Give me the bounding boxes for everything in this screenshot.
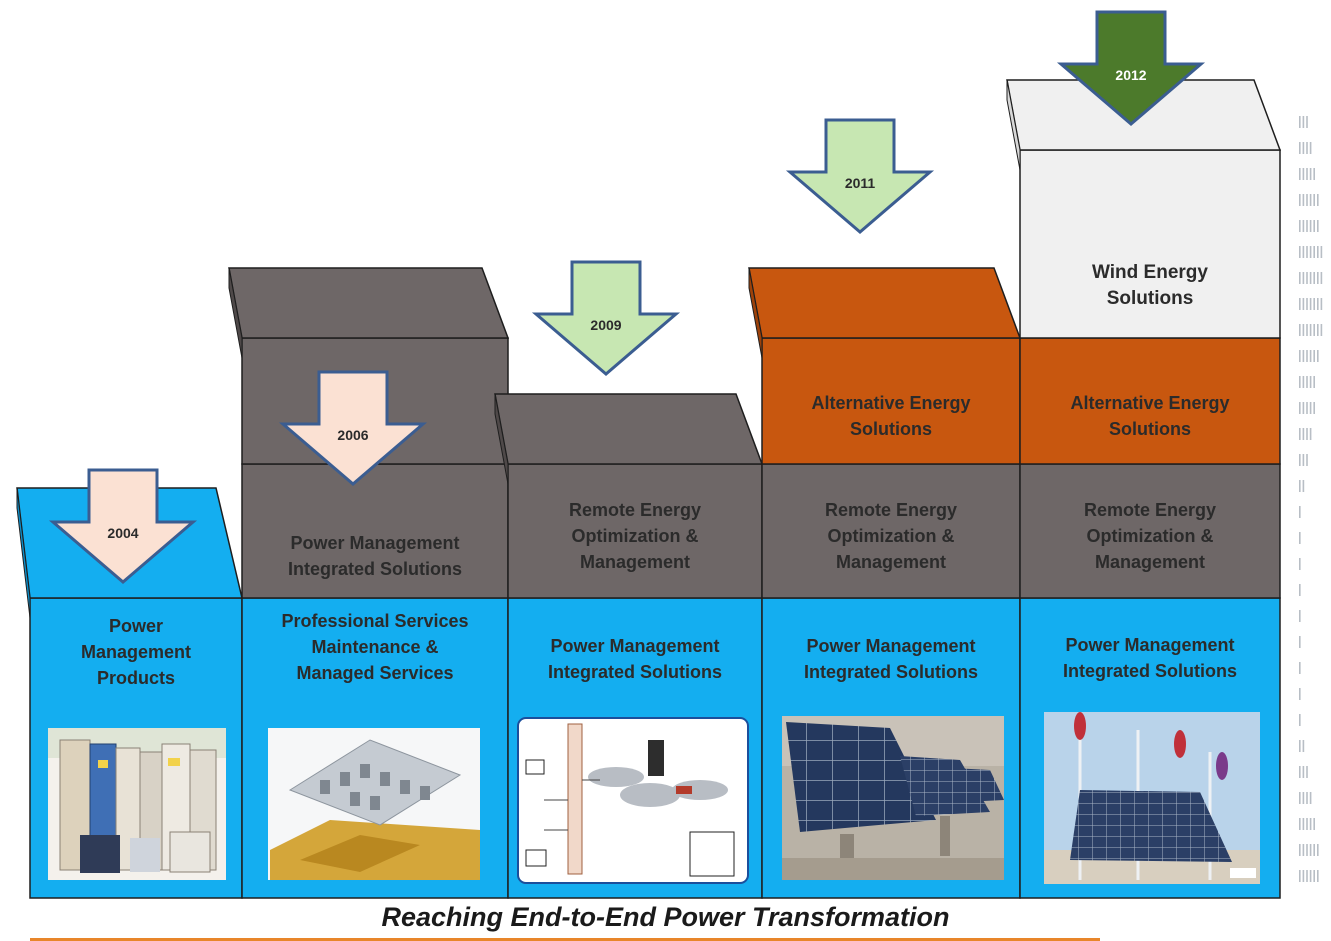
label-2009-layer-1: Power Management Integrated Solutions: [548, 636, 722, 682]
block-2012-side-face: [1006, 79, 1021, 171]
label-2012-layer-4: Wind Energy Solutions: [1092, 262, 1208, 309]
year-label-2009: 2009: [590, 317, 621, 333]
block-labels: Power Management Products Professional Serv…: [81, 262, 1237, 688]
diagram-caption: Reaching End-to-End Power Transformation: [381, 902, 950, 932]
year-label-2004: 2004: [107, 525, 138, 541]
label-2012-layer-1: Power Management Integrated Solutions: [1063, 635, 1237, 681]
label-2011-layer-1: Power Management Integrated Solutions: [804, 636, 978, 682]
block-2009-side-face: [494, 393, 509, 485]
year-arrow-2004: 2004: [48, 468, 198, 584]
side-dot-pattern: [1295, 110, 1329, 900]
label-2006-layer-2: Professional Services Maintenance & Manage…: [281, 611, 468, 683]
year-arrow-2012: 2012: [1056, 10, 1206, 126]
network-architecture-diagram: [517, 717, 749, 884]
label-2012-layer-2: Remote Energy Optimization & Management: [1084, 500, 1216, 572]
block-2011-top-face: [748, 267, 1022, 339]
year-arrow-2006: 2006: [278, 370, 428, 486]
year-label-2012: 2012: [1115, 67, 1146, 83]
caption-underline: [30, 938, 1100, 941]
year-arrow-2009: 2009: [531, 260, 681, 376]
year-arrow-2011: 2011: [785, 118, 935, 234]
block-2011-layer-2: [761, 463, 1021, 599]
year-label-2011: 2011: [845, 175, 876, 191]
block-2004-side-face: [16, 487, 31, 619]
wind-solar-installation-photo: [1044, 712, 1260, 884]
block-2009-top-face: [494, 393, 764, 465]
label-2009-layer-2: Remote Energy Optimization & Management: [569, 500, 701, 572]
solar-panels-photo: [782, 716, 1004, 880]
block-2009-layer-2: [507, 463, 763, 599]
block-2006-side-face: [228, 267, 243, 359]
label-2004-layer-1: Power Management Products: [81, 616, 191, 688]
label-2011-layer-3: Alternative Energy Solutions: [811, 393, 970, 439]
label-2006-layer-3: Power Management Integrated Solutions: [288, 533, 462, 579]
block-2012-layer-2: [1019, 463, 1281, 599]
label-2012-layer-3: Alternative Energy Solutions: [1070, 393, 1229, 439]
block-2006-top-face: [228, 267, 510, 339]
year-label-2006: 2006: [337, 427, 368, 443]
label-2011-layer-2: Remote Energy Optimization & Management: [825, 500, 957, 572]
year-arrows: 2004 2006 2009 2011 2012: [48, 10, 1206, 584]
block-2011-side-face: [748, 267, 763, 359]
block-2006-layer-2: [241, 463, 509, 599]
block-2011-layer-3: [761, 337, 1021, 465]
block-2012-layer-4: [1019, 149, 1281, 339]
power-cabinets-photo: [48, 728, 226, 880]
data-center-layout-illustration: [268, 728, 480, 880]
